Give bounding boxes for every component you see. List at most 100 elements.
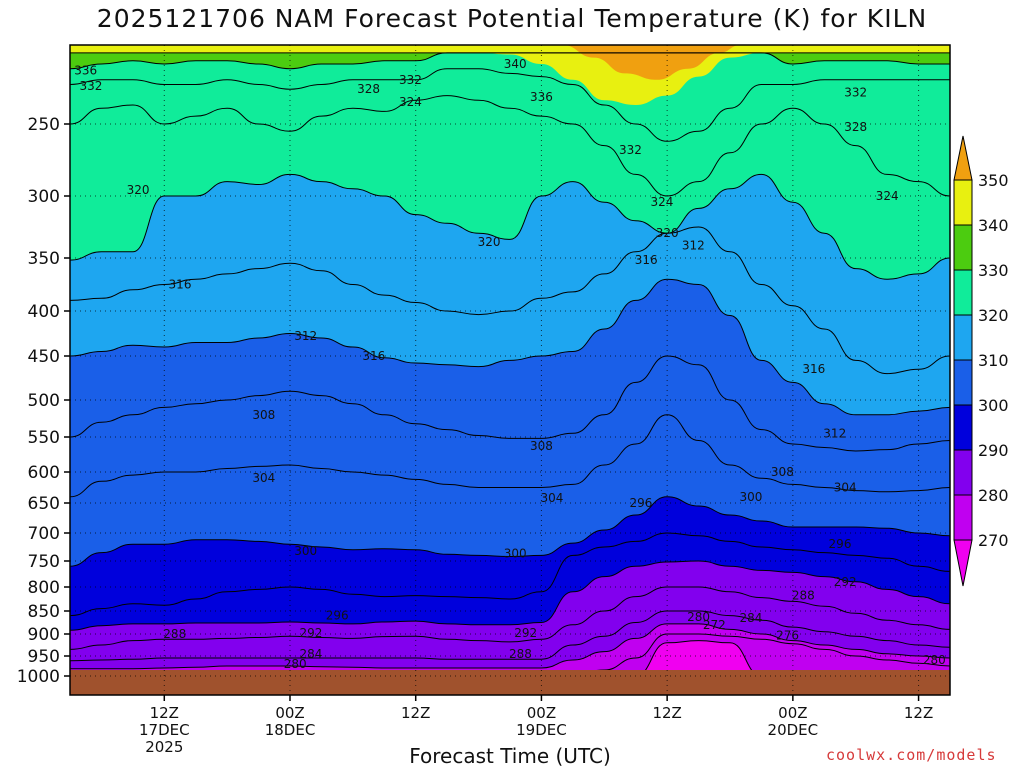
- contour-label: 332: [399, 73, 422, 87]
- contour-label: 300: [739, 490, 762, 504]
- colorbar-band-340: [953, 179, 973, 226]
- contour-label: 288: [163, 627, 186, 641]
- colorbar-label: 270: [978, 531, 1009, 550]
- contour-label: 304: [540, 491, 563, 505]
- isentrope-304: [70, 414, 950, 498]
- contour-label: 304: [252, 471, 275, 485]
- isentrope-292: [70, 560, 950, 631]
- colorbar-band-280: [953, 449, 973, 496]
- contour-label: 316: [635, 253, 658, 267]
- y-tick-label: 750: [28, 552, 60, 572]
- contour-label: 336: [74, 63, 97, 77]
- contour-label: 324: [876, 189, 899, 203]
- x-tick-label: 12Z: [904, 704, 933, 722]
- contour-label: 300: [504, 547, 527, 561]
- isentrope-288: [70, 586, 950, 650]
- credit-link[interactable]: coolwx.com/models: [826, 746, 997, 764]
- isentrope-308: [70, 355, 950, 452]
- contour-label: 296: [829, 537, 852, 551]
- y-tick-label: 300: [28, 187, 60, 207]
- colorbar-band-310: [953, 314, 973, 361]
- contour-label: 288: [792, 589, 815, 603]
- colorbar-label: 330: [978, 261, 1009, 280]
- contour-label: 336: [530, 90, 553, 104]
- contour-label: 308: [771, 465, 794, 479]
- contour-label: 284: [739, 611, 762, 625]
- contour-label: 280: [923, 653, 946, 667]
- y-tick-label: 650: [28, 494, 60, 514]
- colorbar-label: 310: [978, 351, 1009, 370]
- isentrope-284: [70, 610, 950, 662]
- y-tick-label: 1000: [17, 667, 60, 687]
- chart-title: 2025121706 NAM Forecast Potential Temper…: [96, 4, 928, 33]
- contour-label: 320: [127, 183, 150, 197]
- contour-label: 328: [357, 82, 380, 96]
- contour-label: 288: [509, 647, 532, 661]
- contour-label: 308: [252, 408, 275, 422]
- x-tick-label: 00Z: [275, 704, 304, 722]
- y-tick-label: 400: [28, 302, 60, 322]
- x-tick-label: 12Z: [401, 704, 430, 722]
- colorbar-top-arrow: [953, 135, 973, 181]
- contour-label: 332: [844, 85, 867, 99]
- colorbar-bottom-arrow: [953, 539, 973, 587]
- x-tick-label: 19DEC: [516, 721, 567, 739]
- colorbar-label: 320: [978, 306, 1009, 325]
- contour-label: 332: [619, 143, 642, 157]
- y-tick-label: 250: [28, 115, 60, 135]
- pressure-axis: 250 300 350 400 450 500 550 600 650 700 750 800 850 9…: [17, 115, 70, 687]
- y-tick-label: 350: [28, 249, 60, 269]
- contour-label: 280: [284, 657, 307, 671]
- contour-label: 304: [834, 481, 857, 495]
- contour-label: 272: [703, 618, 726, 632]
- x-tick-label: 00Z: [778, 704, 807, 722]
- contour-label: 312: [682, 239, 705, 253]
- contour-label: 292: [514, 626, 537, 640]
- contour-label: 276: [776, 628, 799, 642]
- colorbar-band-270: [953, 494, 973, 541]
- y-tick-label: 700: [28, 524, 60, 544]
- y-tick-label: 500: [28, 391, 60, 411]
- theta-filled-contours: [70, 45, 950, 695]
- isentrope-296: [70, 532, 950, 617]
- theta-band-350: [562, 45, 741, 80]
- contour-label: 316: [362, 349, 385, 363]
- x-tick-label: 20DEC: [768, 721, 819, 739]
- isentrope-324: [70, 95, 950, 197]
- x-tick-label: 17DEC: [139, 721, 190, 739]
- colorbar-label: 280: [978, 486, 1009, 505]
- x-tick-label: 2025: [145, 738, 183, 756]
- y-tick-label: 600: [28, 463, 60, 483]
- x-tick-label: 00Z: [527, 704, 556, 722]
- contour-label: 312: [294, 329, 317, 343]
- isentrope-300: [70, 496, 950, 567]
- colorbar-band-330: [953, 224, 973, 271]
- x-tick-label: 12Z: [652, 704, 681, 722]
- y-tick-label: 550: [28, 428, 60, 448]
- colorbar-label: 300: [978, 396, 1009, 415]
- contour-label: 300: [294, 544, 317, 558]
- contour-label: 328: [844, 120, 867, 134]
- colorbar-band-290: [953, 404, 973, 451]
- contour-label: 316: [169, 278, 192, 292]
- contour-label: 320: [478, 235, 501, 249]
- contour-label: 284: [299, 647, 322, 661]
- ground-surface: [70, 670, 950, 695]
- x-tick-label: 12Z: [150, 704, 179, 722]
- isentrope-328: [70, 68, 950, 142]
- plot-frame: [69, 44, 951, 696]
- dotted-grid: [70, 45, 950, 695]
- contour-label: 312: [823, 426, 846, 440]
- contour-label: 320: [656, 226, 679, 240]
- y-tick-label: 950: [28, 647, 60, 667]
- contour-label: 292: [299, 626, 322, 640]
- isentrope-312: [70, 278, 950, 416]
- contour-label: 324: [650, 195, 673, 209]
- y-tick-label: 800: [28, 578, 60, 598]
- contour-label: 324: [399, 95, 422, 109]
- colorbar-label: 290: [978, 441, 1009, 460]
- x-tick-label: 18DEC: [265, 721, 316, 739]
- contour-label: 280: [687, 610, 710, 624]
